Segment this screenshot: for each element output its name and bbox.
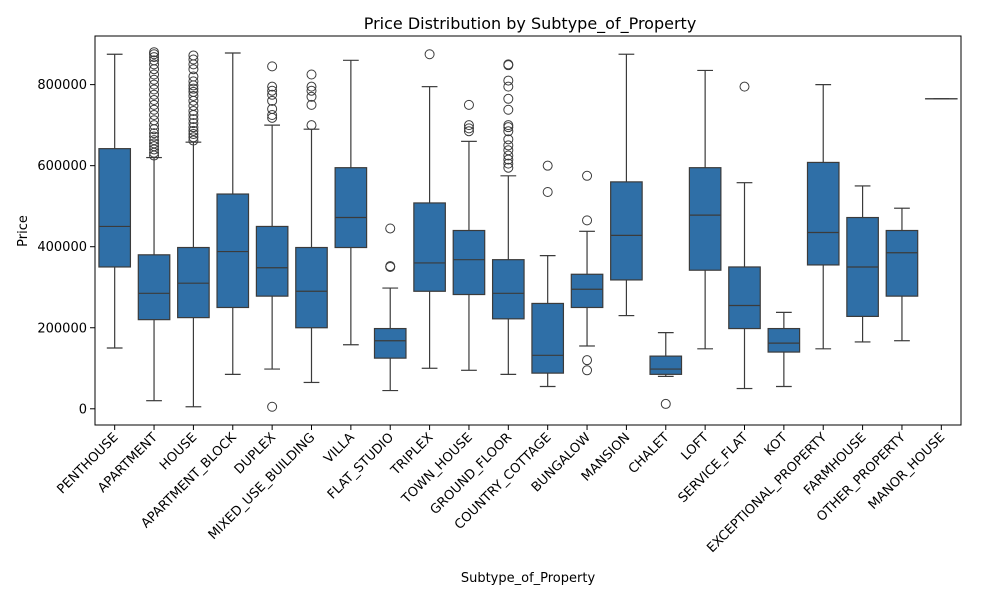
iqr-box: [611, 182, 642, 280]
box-mixed-use-building: [296, 70, 327, 382]
outlier-point: [150, 111, 159, 120]
iqr-box: [414, 203, 445, 291]
x-tick-label: LOFT: [679, 430, 712, 463]
iqr-box: [217, 194, 248, 307]
iqr-box: [256, 226, 287, 296]
box-ground-floor: [493, 60, 524, 374]
outlier-point: [386, 262, 395, 271]
box-bungalow: [571, 171, 602, 375]
outlier-point: [425, 50, 434, 59]
outlier-point: [583, 366, 592, 375]
outlier-point: [504, 61, 513, 70]
iqr-box: [296, 248, 327, 328]
box-loft: [689, 70, 720, 348]
y-axis-label: Price: [16, 215, 31, 247]
box-farmhouse: [847, 186, 878, 342]
iqr-box: [571, 274, 602, 307]
iqr-box: [453, 231, 484, 295]
y-axis: 0 200000 400000 600000 800000: [37, 78, 95, 417]
outlier-point: [583, 356, 592, 365]
box-mansion: [611, 54, 642, 315]
chart-title: Price Distribution by Subtype_of_Propert…: [364, 14, 697, 34]
iqr-box: [138, 255, 169, 320]
box-duplex: [256, 62, 287, 411]
outlier-point: [386, 262, 395, 271]
iqr-box: [886, 231, 917, 297]
iqr-box: [335, 168, 366, 248]
outlier-point: [464, 100, 473, 109]
outlier-point: [504, 76, 513, 85]
iqr-box: [650, 356, 681, 374]
outlier-point: [150, 70, 159, 79]
outlier-point: [543, 188, 552, 197]
outlier-point: [740, 82, 749, 91]
outlier-point: [504, 121, 513, 130]
outlier-point: [150, 90, 159, 99]
iqr-box: [99, 149, 130, 267]
outlier-point: [268, 402, 277, 411]
iqr-box: [374, 329, 405, 359]
box-chalet: [650, 333, 681, 409]
outlier-point: [543, 161, 552, 170]
boxes-layer: [99, 48, 957, 412]
box-villa: [335, 60, 366, 344]
outlier-point: [504, 105, 513, 114]
iqr-box: [178, 248, 209, 318]
outlier-point: [661, 399, 670, 408]
box-apartment: [138, 48, 169, 401]
outlier-point: [583, 171, 592, 180]
y-tick-label: 200000: [37, 321, 87, 336]
x-tick-label: VILLA: [321, 430, 357, 466]
iqr-box: [532, 303, 563, 373]
y-tick-label: 0: [79, 402, 87, 417]
iqr-box: [493, 260, 524, 319]
outlier-point: [307, 121, 316, 130]
outlier-point: [504, 94, 513, 103]
box-other-property: [886, 208, 917, 341]
box-triplex: [414, 50, 445, 369]
outlier-point: [268, 62, 277, 71]
x-axis: PENTHOUSEAPARTMENTHOUSEAPARTMENT_BLOCKDU…: [55, 425, 949, 556]
box-apartment-block: [217, 53, 248, 374]
iqr-box: [768, 329, 799, 353]
y-tick-label: 400000: [37, 240, 87, 255]
outlier-point: [307, 70, 316, 79]
y-tick-label: 800000: [37, 78, 87, 93]
box-town-house: [453, 100, 484, 370]
box-flat-studio: [374, 224, 405, 391]
x-tick-label: TOWN_HOUSE: [399, 430, 476, 507]
iqr-box: [729, 267, 760, 329]
y-tick-label: 600000: [37, 159, 87, 174]
box-kot: [768, 312, 799, 386]
box-penthouse: [99, 54, 130, 348]
outlier-point: [583, 216, 592, 225]
outlier-point: [504, 60, 513, 69]
x-axis-label: Subtype_of_Property: [461, 571, 596, 586]
iqr-box: [807, 162, 838, 265]
x-tick-label: KOT: [762, 430, 791, 459]
box-country-cottage: [532, 161, 563, 386]
box-house: [178, 51, 209, 407]
box-exceptional-property: [807, 85, 838, 349]
iqr-box: [689, 168, 720, 271]
outlier-point: [386, 224, 395, 233]
x-tick-label: CHALET: [626, 430, 673, 477]
box-service-flat: [729, 82, 760, 388]
x-tick-label: SERVICE_FLAT: [676, 430, 752, 506]
